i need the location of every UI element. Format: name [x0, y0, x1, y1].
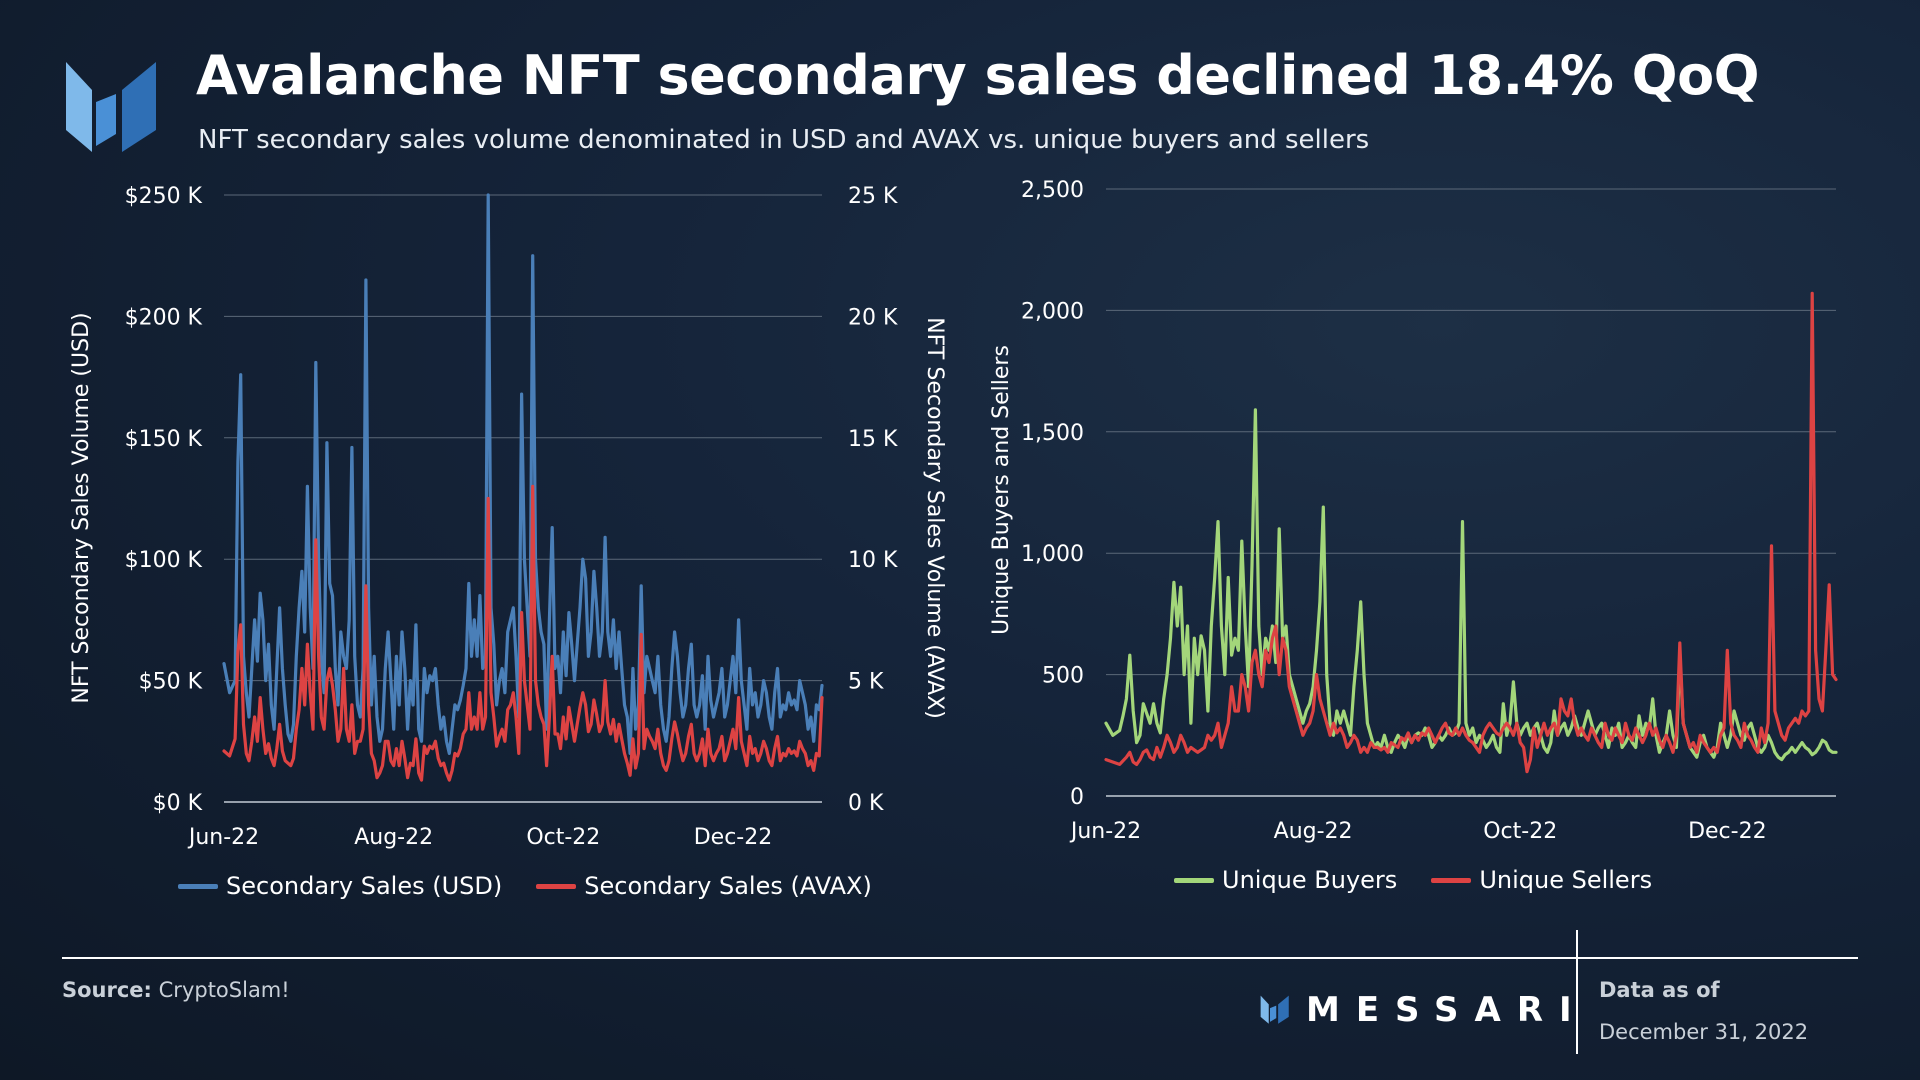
- logo-mid-bar: [96, 94, 116, 146]
- right-chart-gridlines: [1106, 188, 1836, 797]
- right-chart-legend: Unique Buyers Unique Sellers: [1174, 866, 1686, 894]
- right-chart-y-tick-label: 1,500: [1021, 421, 1084, 446]
- left-chart-axes: $0 K 0 K $50 K 5 K $100 K 10 K $150 K 15 K $200 …: [125, 184, 898, 850]
- left-chart-x-tick-label: Aug-22: [354, 825, 433, 850]
- messari-small-logo-icon: [1260, 995, 1289, 1024]
- left-chart-x-tick-label: Dec-22: [694, 825, 773, 850]
- left-chart-x-tick-label: Oct-22: [526, 825, 600, 850]
- legend-item-usd: Secondary Sales (USD): [178, 872, 502, 900]
- left-chart-y-tick-label: $50 K: [139, 670, 203, 695]
- left-chart-y2-tick-label: 5 K: [848, 670, 884, 695]
- legend-swatch-sellers: [1431, 877, 1472, 883]
- right-y-axis-title: NFT Secondary Sales Volume (AVAX): [922, 317, 947, 719]
- buyers-sellers-y-axis-title: Unique Buyers and Sellers: [989, 345, 1014, 635]
- source-label: Source:: [62, 978, 152, 1002]
- right-chart-x-tick-label: Jun-22: [1069, 819, 1141, 844]
- right-chart-axes: 0 500 1,000 1,500 2,000 2,500 Jun-22 Aug-22 Oct-…: [1021, 178, 1767, 844]
- legend-swatch-avax: [536, 883, 577, 889]
- right-chart-x-tick-label: Aug-22: [1274, 819, 1353, 844]
- data-as-of-date: December 31, 2022: [1599, 1020, 1809, 1044]
- source-value: CryptoSlam!: [158, 978, 290, 1002]
- left-chart-y-tick-label: $100 K: [125, 548, 203, 573]
- right-chart-x-tick-label: Dec-22: [1688, 819, 1767, 844]
- messari-brand: MESSARI: [1258, 990, 1588, 1030]
- right-chart-y-tick-label: 0: [1070, 785, 1084, 810]
- left-chart-legend: Secondary Sales (USD) Secondary Sales (A…: [178, 872, 906, 900]
- source-note: Source: CryptoSlam!: [62, 978, 290, 1002]
- right-chart-x-tick-label: Oct-22: [1483, 819, 1557, 844]
- brand-wordmark: MESSARI: [1306, 990, 1588, 1030]
- footer-vertical-divider: [1576, 930, 1578, 1054]
- left-chart-x-tick-label: Jun-22: [187, 825, 259, 850]
- left-y-axis-title: NFT Secondary Sales Volume (USD): [69, 312, 94, 703]
- legend-label-buyers: Unique Buyers: [1222, 866, 1398, 894]
- legend-item-sellers: Unique Sellers: [1431, 866, 1652, 894]
- legend-swatch-usd: [178, 883, 218, 889]
- legend-label-avax: Secondary Sales (AVAX): [584, 872, 872, 900]
- right-chart-y-tick-label: 2,000: [1021, 299, 1084, 324]
- logo-left-bar: [66, 62, 92, 152]
- left-chart-y-tick-label: $0 K: [153, 791, 203, 816]
- legend-item-buyers: Unique Buyers: [1174, 866, 1397, 894]
- right-chart-y-tick-label: 500: [1042, 664, 1084, 689]
- legend-label-usd: Secondary Sales (USD): [226, 872, 503, 900]
- right-chart-series: [1104, 291, 1838, 774]
- left-chart-y2-tick-label: 25 K: [848, 184, 898, 209]
- messari-logo: [64, 60, 160, 160]
- page-title: Avalanche NFT secondary sales declined 1…: [196, 44, 1760, 107]
- left-chart-y2-tick-label: 10 K: [848, 548, 898, 573]
- footer-divider: [62, 957, 1858, 959]
- left-chart-series: [222, 193, 824, 782]
- logo-right-bar: [122, 62, 156, 152]
- left-chart-y-tick-label: $200 K: [125, 305, 203, 330]
- series-line-unique-buyers: [1104, 408, 1838, 762]
- left-chart-y-tick-label: $150 K: [125, 427, 203, 452]
- left-chart-y-tick-label: $250 K: [125, 184, 203, 209]
- series-line-unique-sellers: [1104, 291, 1838, 774]
- left-chart-y2-tick-label: 15 K: [848, 427, 898, 452]
- page-subtitle: NFT secondary sales volume denominated i…: [198, 125, 1370, 155]
- right-chart-y-tick-label: 1,000: [1021, 542, 1084, 567]
- series-line-secondary-sales-usd: [222, 193, 824, 755]
- legend-item-avax: Secondary Sales (AVAX): [536, 872, 872, 900]
- left-chart-y2-tick-label: 0 K: [848, 791, 884, 816]
- right-chart-y-tick-label: 2,500: [1021, 178, 1084, 203]
- series-line-secondary-sales-avax: [222, 484, 824, 782]
- legend-swatch-buyers: [1174, 877, 1214, 883]
- legend-label-sellers: Unique Sellers: [1479, 866, 1653, 894]
- messari-logo-mark: [66, 62, 156, 152]
- data-as-of-label: Data as of: [1599, 978, 1720, 1002]
- left-chart-y2-tick-label: 20 K: [848, 305, 898, 330]
